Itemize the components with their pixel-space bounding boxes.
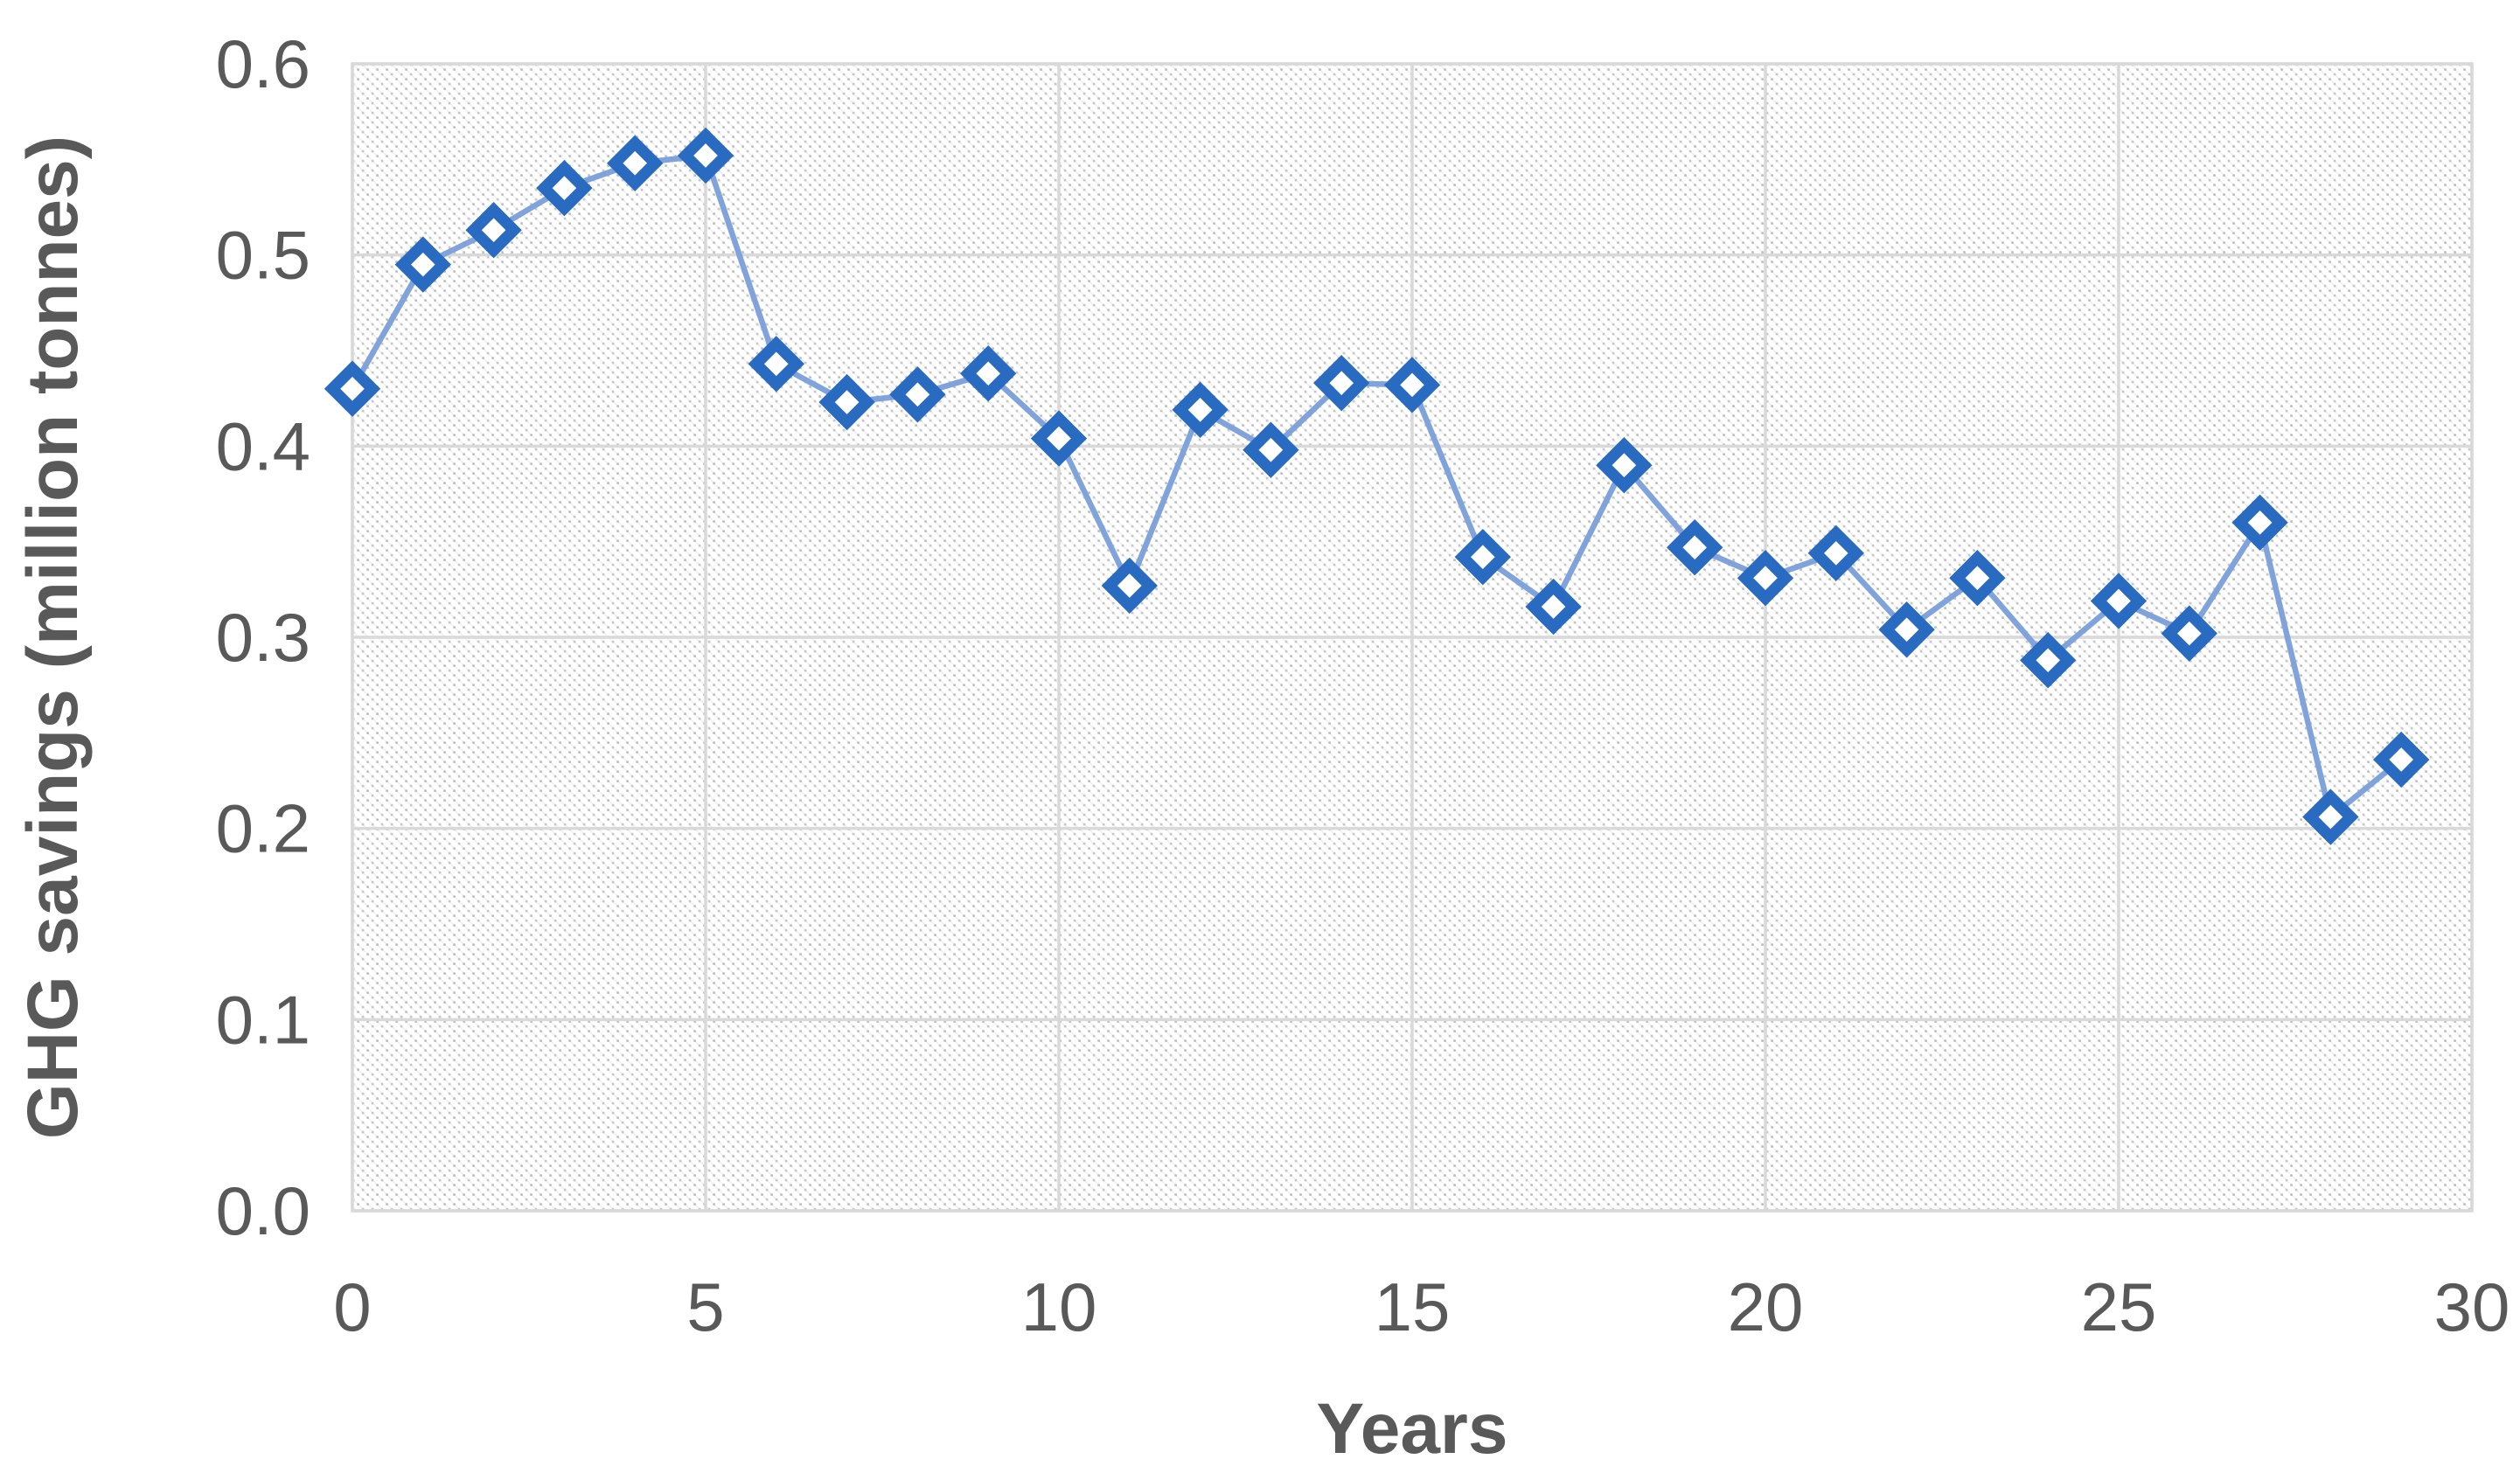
x-tick-label: 15 [1375, 1268, 1451, 1345]
data-point-marker [1313, 354, 1370, 412]
data-point-marker [889, 366, 946, 423]
y-tick-label: 0.0 [216, 1172, 310, 1249]
x-tick-label: 25 [2081, 1268, 2157, 1345]
y-tick-label: 0.5 [216, 217, 310, 294]
x-axis-title: Years [1317, 1389, 1508, 1469]
data-point-marker [1030, 410, 1088, 467]
x-tick-label: 0 [333, 1268, 371, 1345]
data-point-marker [2231, 494, 2288, 551]
plot-border [351, 62, 2474, 1212]
data-point-marker [1596, 437, 1653, 494]
data-point-marker [1667, 519, 1723, 576]
data-point-marker [1383, 357, 1441, 413]
data-point-marker [394, 236, 451, 293]
y-tick-label: 0.6 [216, 25, 310, 102]
data-point-marker [1525, 578, 1582, 636]
data-point-marker [1807, 525, 1864, 581]
x-tick-label: 20 [1728, 1268, 1804, 1345]
y-axis-title: GHG savings (million tonnes) [13, 135, 93, 1139]
data-point-marker [465, 202, 522, 259]
data-point-marker [2161, 605, 2217, 662]
data-point-marker [1172, 381, 1229, 438]
data-point-marker [748, 336, 804, 393]
data-point-marker [607, 135, 664, 191]
data-point-marker [1243, 421, 1299, 478]
data-series-markers [324, 127, 2430, 845]
y-tick-label: 0.4 [216, 407, 310, 484]
x-tick-label: 5 [686, 1268, 724, 1345]
y-tick-label: 0.1 [216, 981, 310, 1058]
x-tick-label: 10 [1021, 1268, 1097, 1345]
data-point-marker [1949, 550, 2006, 607]
y-tick-label: 0.3 [216, 599, 310, 676]
data-point-marker [324, 360, 381, 417]
y-axis-tick-labels: 0.0 0.1 0.2 0.3 0.4 0.5 0.6 [216, 25, 310, 1249]
x-axis-tick-labels: 0 5 10 15 20 25 30 [333, 1268, 2510, 1345]
data-point-marker [1101, 557, 1158, 615]
data-point-marker [2020, 632, 2077, 689]
data-point-marker [2090, 573, 2148, 629]
data-point-marker [2373, 731, 2430, 789]
data-point-marker [677, 127, 734, 184]
data-point-marker [536, 159, 593, 217]
data-point-marker [1454, 528, 1511, 586]
data-point-marker [1878, 601, 1935, 658]
x-tick-label: 30 [2434, 1268, 2510, 1345]
data-point-marker [1737, 550, 1794, 607]
data-point-marker [2302, 789, 2359, 845]
y-tick-label: 0.2 [216, 790, 310, 867]
data-point-marker [960, 345, 1017, 402]
data-point-marker [818, 373, 875, 431]
